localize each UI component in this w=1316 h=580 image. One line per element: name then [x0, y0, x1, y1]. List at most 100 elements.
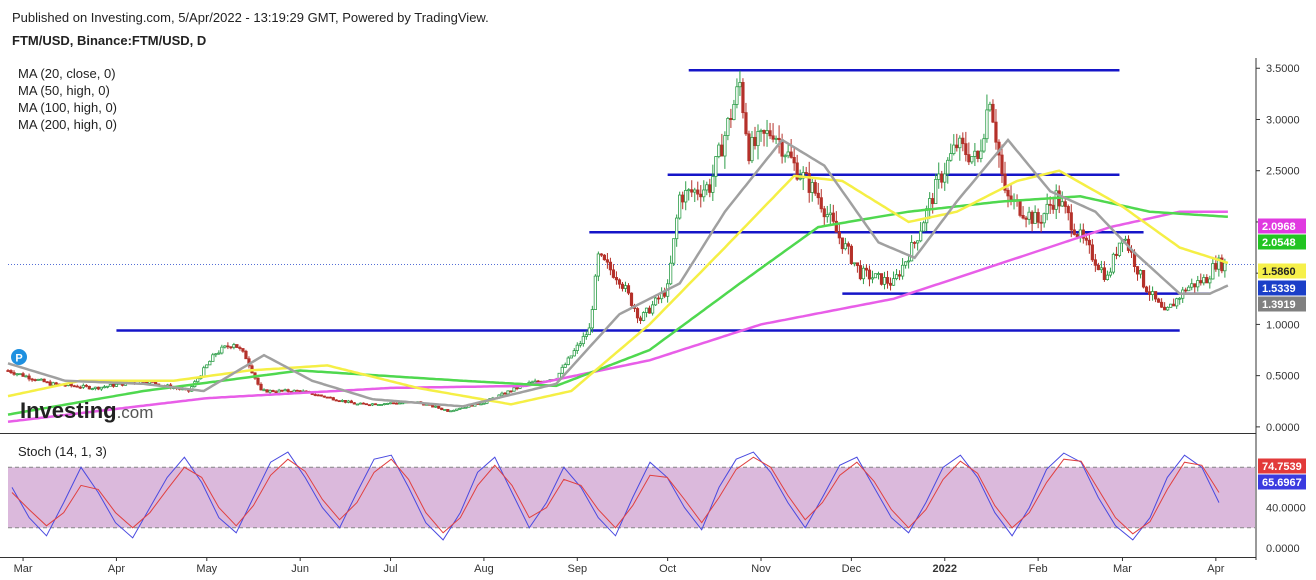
- candle-body: [657, 297, 661, 300]
- candle-body: [367, 404, 372, 407]
- candle-body: [801, 171, 805, 179]
- price-label: 1.5860: [1258, 263, 1306, 279]
- candle-body: [72, 385, 76, 388]
- candle-body: [87, 385, 91, 390]
- candle-body: [446, 409, 450, 412]
- candle-body: [42, 378, 46, 383]
- candle-body: [705, 184, 709, 191]
- candle-body: [196, 378, 200, 383]
- ma-legend-20[interactable]: MA (20, close, 0): [18, 66, 116, 81]
- ma-legend-200[interactable]: MA (200, high, 0): [18, 117, 117, 132]
- candle-body: [443, 409, 447, 411]
- candle-body: [1220, 257, 1224, 272]
- candle-body: [964, 143, 968, 156]
- candle-body: [765, 130, 769, 134]
- candle-body: [226, 345, 230, 348]
- candle-body: [153, 381, 158, 385]
- candle-body: [1160, 301, 1164, 308]
- candle-body: [69, 383, 73, 387]
- candle-body: [325, 396, 329, 399]
- candle-body: [437, 405, 441, 409]
- stoch-title[interactable]: Stoch (14, 1, 3): [18, 444, 107, 459]
- candle-body: [584, 334, 588, 337]
- candle-body: [1178, 297, 1182, 300]
- candle-body: [382, 403, 387, 406]
- candle-body: [822, 208, 826, 218]
- candle-body: [1102, 267, 1106, 280]
- candle-body: [1202, 277, 1206, 284]
- candle-body: [1157, 298, 1161, 303]
- ma-legend-50[interactable]: MA (50, high, 0): [18, 83, 110, 98]
- price-marker-icon[interactable]: P: [11, 349, 27, 365]
- candle-body: [1199, 280, 1203, 284]
- candle-body: [717, 144, 721, 157]
- ma200-line: [7, 210, 1228, 424]
- candle-body: [452, 409, 456, 412]
- candle-body: [400, 402, 405, 405]
- candle-body: [15, 373, 19, 376]
- price-label-text: 1.5860: [1262, 266, 1296, 278]
- candle-body: [530, 381, 534, 384]
- candle-body: [385, 403, 390, 405]
- candle-body: [277, 389, 281, 393]
- candle-body: [343, 400, 347, 403]
- candle-body: [78, 386, 82, 389]
- candle-body: [1190, 283, 1194, 288]
- candle-body: [1205, 277, 1209, 284]
- candle-body: [891, 278, 896, 286]
- price-label-bg: [1258, 280, 1306, 296]
- price-label-bg: [1258, 458, 1306, 474]
- candle-body: [75, 385, 79, 388]
- candle-body: [825, 214, 829, 218]
- candle-body: [21, 373, 25, 377]
- candle-body: [500, 392, 504, 396]
- ma-legend-100[interactable]: MA (100, high, 0): [18, 100, 117, 115]
- candle-body: [1024, 217, 1028, 220]
- candle-body: [563, 364, 567, 368]
- candle-body: [759, 130, 763, 132]
- candle-body: [614, 277, 619, 281]
- candle-body: [638, 317, 643, 321]
- stoch-band: [8, 467, 1255, 528]
- candle-body: [928, 198, 932, 210]
- candle-body: [244, 350, 248, 360]
- candle-body: [985, 109, 989, 140]
- time-tick-label: Aug: [474, 563, 494, 575]
- candle-body: [979, 150, 983, 159]
- candle-body: [789, 151, 793, 158]
- candle-body: [268, 389, 272, 393]
- stoch-panel[interactable]: [8, 466, 1255, 529]
- candle-body: [843, 243, 847, 250]
- candle-body: [1039, 221, 1043, 224]
- candle-body: [292, 389, 296, 393]
- candle-body: [611, 269, 616, 278]
- candle-body: [870, 277, 875, 280]
- candle-body: [976, 150, 980, 159]
- candle-body: [1054, 190, 1058, 210]
- candle-body: [672, 238, 676, 264]
- candle-body: [482, 402, 486, 405]
- time-axis[interactable]: Mar Apr May Jun Jul Aug Sep Oct Nov Dec 2022 Feb Mar…: [0, 557, 1256, 575]
- candle-body: [1096, 264, 1100, 271]
- candle-body: [795, 162, 799, 180]
- candle-body: [774, 137, 778, 140]
- candle-body: [316, 394, 320, 397]
- candle-body: [256, 377, 260, 385]
- candle-body: [464, 406, 468, 409]
- candle-body: [834, 220, 838, 233]
- candlestick-series[interactable]: [6, 70, 1227, 413]
- candle-body: [837, 231, 841, 239]
- price-tick-label: 1.0000: [1266, 319, 1300, 331]
- candle-body: [858, 265, 863, 280]
- candle-body: [223, 345, 227, 348]
- candle-body: [726, 118, 730, 136]
- candle-body: [1063, 201, 1067, 207]
- candle-body: [846, 243, 850, 247]
- candle-body: [988, 103, 992, 111]
- candle-body: [897, 274, 902, 277]
- candle-body: [888, 282, 893, 286]
- price-label-bg: [1258, 296, 1306, 312]
- candle-body: [663, 292, 667, 297]
- candle-body: [828, 212, 832, 216]
